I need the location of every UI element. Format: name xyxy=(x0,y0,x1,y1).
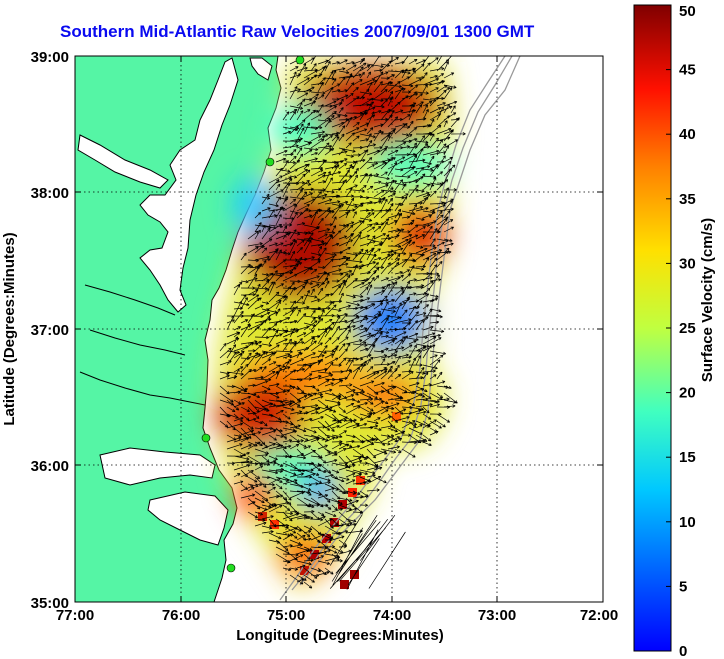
colorbar-tick-label: 35 xyxy=(679,191,696,208)
grid-lines xyxy=(75,56,603,602)
colorbar-ticks: 0 5 10 15 20 25 30 35 40 45 50 xyxy=(666,3,696,659)
station-marker xyxy=(201,433,211,443)
x-tick-label: 76:00 xyxy=(162,607,200,624)
colorbar-tick-label: 0 xyxy=(679,643,687,659)
colorbar-label: Surface Velocity (cm/s) xyxy=(699,218,716,382)
colorbar-tick-label: 45 xyxy=(679,62,696,79)
y-tick-label: 36:00 xyxy=(31,458,69,475)
x-tick-label: 77:00 xyxy=(56,607,94,624)
colorbar-tick-label: 40 xyxy=(679,126,696,143)
colorbar-tick-label: 10 xyxy=(679,514,696,531)
colorbar xyxy=(633,4,672,652)
albemarle-sound xyxy=(99,447,216,486)
radar-stations xyxy=(201,56,305,573)
colorbar-tick-label: 15 xyxy=(679,449,696,466)
map-title: Southern Mid-Atlantic Raw Velocities 200… xyxy=(60,22,535,41)
vector-arrows xyxy=(219,56,466,590)
y-tick-label: 35:00 xyxy=(31,595,69,612)
x-tick-label: 72:00 xyxy=(580,607,618,624)
colorbar-tick-label: 20 xyxy=(679,385,696,402)
colorbar-tick-label: 5 xyxy=(679,578,687,595)
y-tick-labels: 39:00 38:00 37:00 36:00 35:00 xyxy=(31,49,69,612)
station-marker xyxy=(295,56,305,65)
y-tick-label: 37:00 xyxy=(31,322,69,339)
station-marker xyxy=(226,563,236,573)
pamlico-sound xyxy=(147,491,229,546)
y-tick-label: 38:00 xyxy=(31,185,69,202)
potomac-river xyxy=(77,134,169,189)
y-tick-label: 39:00 xyxy=(31,49,69,66)
y-axis-label: Latitude (Degrees:Minutes) xyxy=(1,232,18,425)
x-tick-label: 75:00 xyxy=(267,607,305,624)
x-tick-label: 74:00 xyxy=(373,607,411,624)
colorbar-tick-label: 30 xyxy=(679,255,696,272)
x-tick-label: 73:00 xyxy=(478,607,516,624)
current-vectors xyxy=(219,56,466,590)
colorbar-tick-label: 50 xyxy=(679,3,696,20)
colorbar-tick-label: 25 xyxy=(679,320,696,337)
james-river xyxy=(79,371,206,406)
chesapeake-bay xyxy=(139,57,239,313)
delaware-bay xyxy=(249,57,273,81)
tick-marks xyxy=(75,56,603,602)
rappahannock-river xyxy=(84,284,176,316)
station-marker xyxy=(265,157,275,167)
york-river xyxy=(89,329,186,356)
x-tick-labels: 77:00 76:00 75:00 74:00 73:00 72:00 xyxy=(56,607,618,624)
x-axis-label: Longitude (Degrees:Minutes) xyxy=(236,627,444,644)
